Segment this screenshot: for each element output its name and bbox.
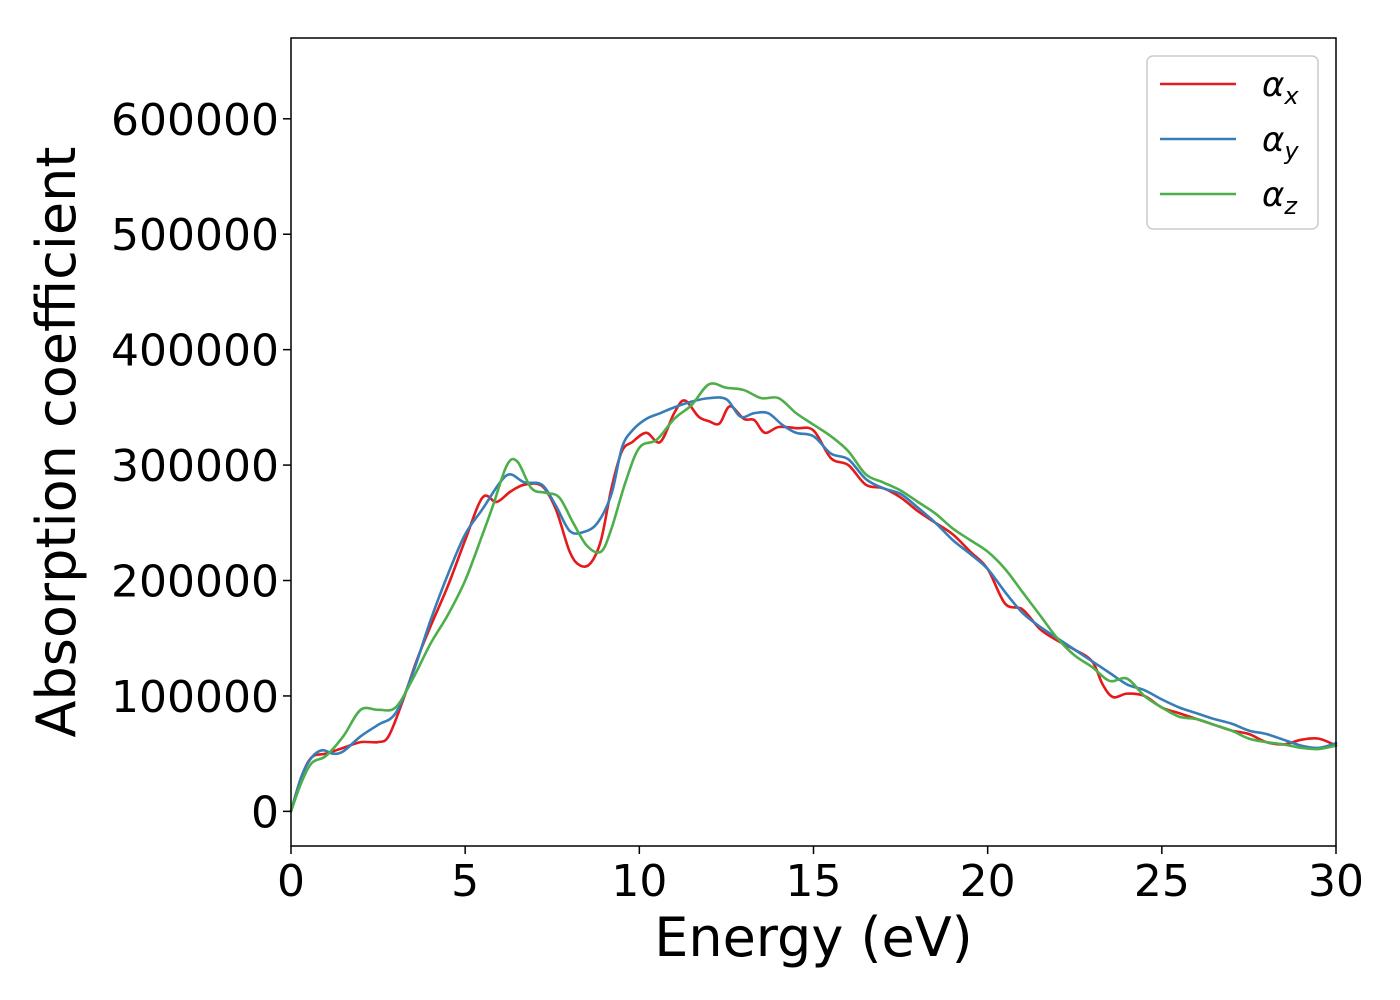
y-tick-label: 600000 [111,95,279,146]
y-axis-title: Absorption coefficient [25,147,88,738]
y-tick-label: 500000 [111,210,279,261]
x-tick-label: 25 [1134,856,1190,907]
series-line-z [289,382,1338,813]
series-line-x [289,399,1338,813]
x-axis: 0 5 10 15 20 25 30 [277,846,1364,907]
legend-label-y: αy [1262,120,1299,165]
x-tick-label: 20 [960,856,1016,907]
y-tick-label: 300000 [111,441,279,492]
y-tick-label: 200000 [111,557,279,608]
x-tick-label: 0 [277,856,305,907]
series-line-y [289,396,1338,813]
x-tick-label: 30 [1308,856,1364,907]
y-axis: 0 100000 200000 300000 400000 500000 600000 [111,95,291,838]
x-tick-label: 5 [451,856,479,907]
x-axis-title: Energy (eV) [654,906,973,969]
x-tick-label: 10 [611,856,667,907]
legend: αx αy αz [1146,55,1319,230]
y-tick-label: 0 [251,787,279,838]
y-tick-label: 100000 [111,672,279,723]
y-tick-label: 400000 [111,326,279,377]
legend-label-x: αx [1262,65,1299,110]
x-tick-label: 15 [786,856,842,907]
legend-box [1146,55,1319,230]
legend-label-z: αz [1262,175,1298,220]
series-layer [289,382,1338,813]
